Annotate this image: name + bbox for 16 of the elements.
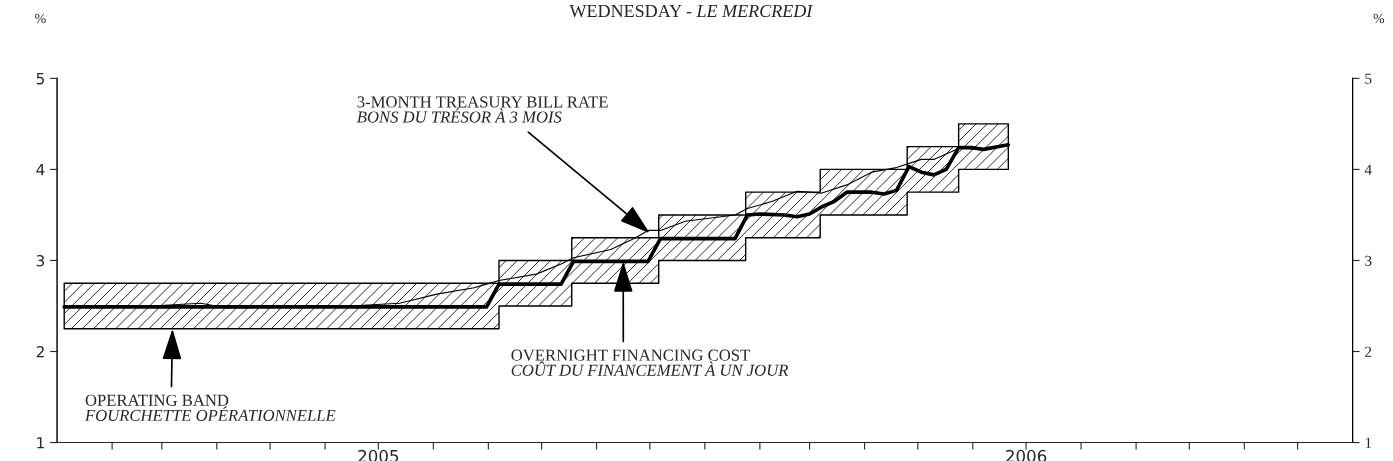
annotation: OPERATING BAND FOURCHETTE OPÉRATIONNELLE bbox=[84, 394, 336, 422]
y-tick-label: 4 bbox=[36, 164, 45, 176]
y-axis-title: % bbox=[35, 13, 46, 24]
y-tick-label: 2 bbox=[36, 345, 44, 358]
annotation: 3-MONTH TREASURY BILL RATE BONS DU TRÉSOR À 3 MOIS bbox=[356, 96, 608, 123]
y2-tick-label: 4 bbox=[1364, 164, 1372, 175]
chart-title: WEDNESDAY - LE MERCREDI bbox=[569, 4, 814, 18]
y2-tick-label: 1 bbox=[1365, 437, 1372, 448]
y-tick-label: 3 bbox=[36, 254, 45, 267]
y2-tick-label: 2 bbox=[1365, 346, 1372, 357]
y-tick-label: 5 bbox=[36, 73, 44, 85]
y2-tick-label: 3 bbox=[1365, 255, 1372, 266]
y2-tick-label: 5 bbox=[1365, 73, 1372, 84]
y2-axis-title: % bbox=[1373, 13, 1385, 24]
annotation: OVERNIGHT FINANCING COST COÛT DU FINANCEMENT À UN JOUR bbox=[511, 349, 789, 376]
y-tick-label: 1 bbox=[37, 437, 44, 449]
